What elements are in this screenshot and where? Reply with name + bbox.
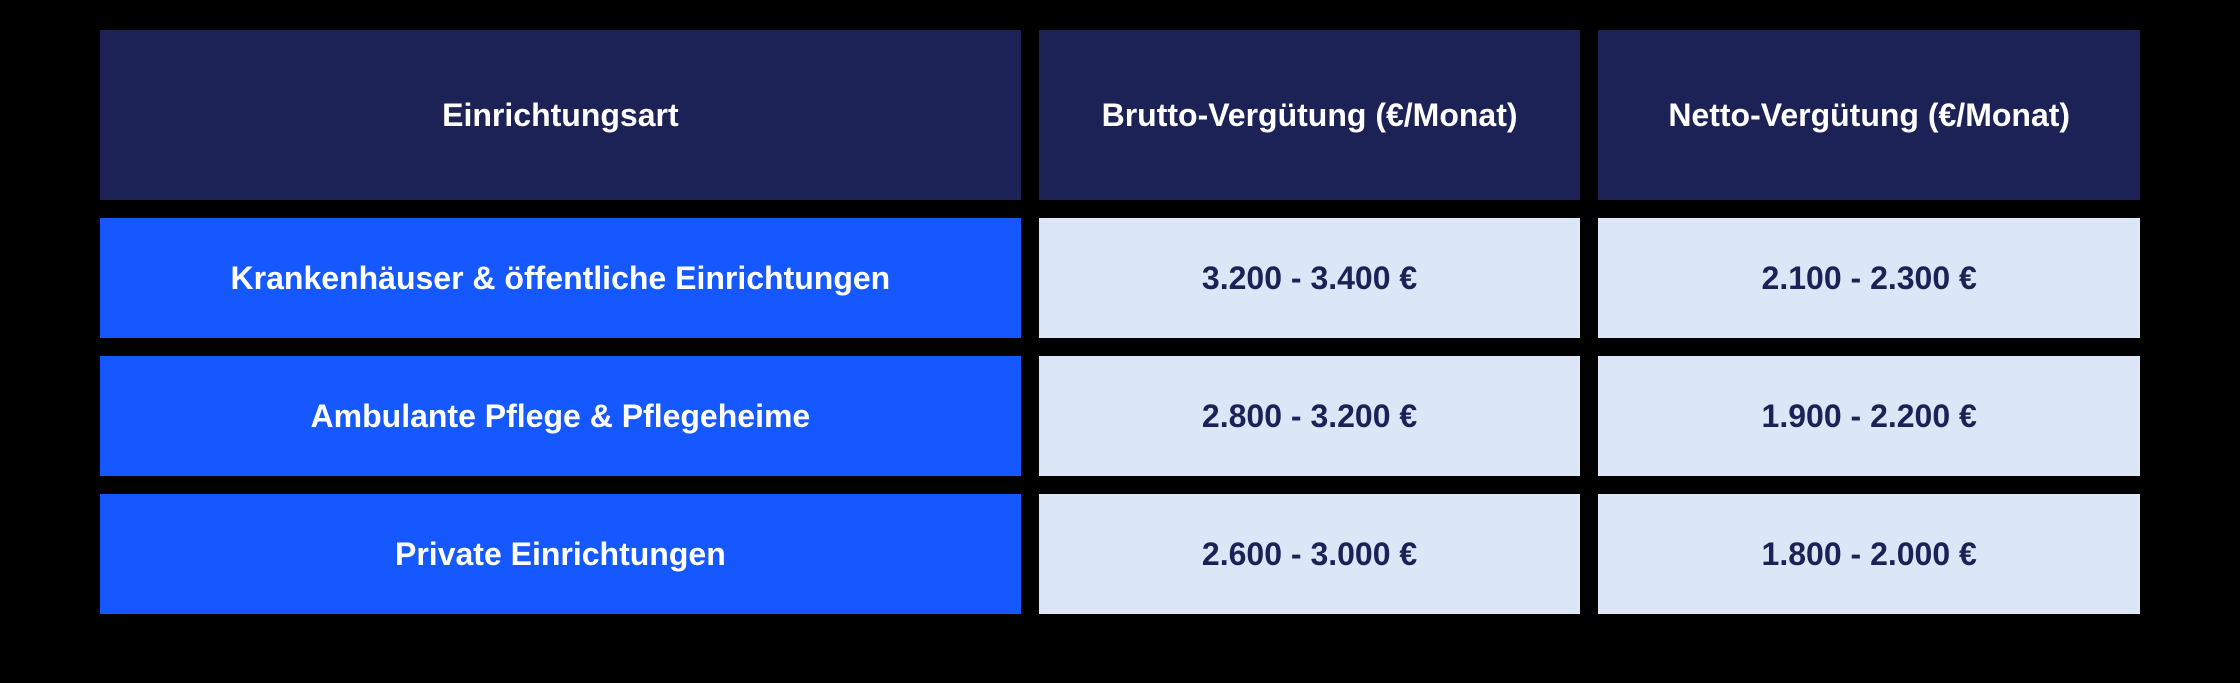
salary-table-container: EinrichtungsartBrutto-Vergütung (€/Monat… — [0, 0, 2240, 683]
row-label: Krankenhäuser & öffentliche Einrichtunge… — [100, 218, 1021, 338]
table-header-row: EinrichtungsartBrutto-Vergütung (€/Monat… — [100, 30, 2140, 200]
cell-netto: 1.800 - 2.000 € — [1598, 494, 2140, 614]
row-label: Private Einrichtungen — [100, 494, 1021, 614]
cell-brutto: 2.600 - 3.000 € — [1039, 494, 1581, 614]
cell-brutto: 2.800 - 3.200 € — [1039, 356, 1581, 476]
table-row: Ambulante Pflege & Pflegeheime2.800 - 3.… — [100, 356, 2140, 476]
salary-table: EinrichtungsartBrutto-Vergütung (€/Monat… — [100, 30, 2140, 653]
table-row: Krankenhäuser & öffentliche Einrichtunge… — [100, 218, 2140, 338]
column-header-einrichtungsart: Einrichtungsart — [100, 30, 1021, 200]
column-header-netto: Netto-Vergütung (€/Monat) — [1598, 30, 2140, 200]
cell-netto: 1.900 - 2.200 € — [1598, 356, 2140, 476]
table-row: Private Einrichtungen2.600 - 3.000 €1.80… — [100, 494, 2140, 614]
cell-brutto: 3.200 - 3.400 € — [1039, 218, 1581, 338]
cell-netto: 2.100 - 2.300 € — [1598, 218, 2140, 338]
row-label: Ambulante Pflege & Pflegeheime — [100, 356, 1021, 476]
column-header-brutto: Brutto-Vergütung (€/Monat) — [1039, 30, 1581, 200]
